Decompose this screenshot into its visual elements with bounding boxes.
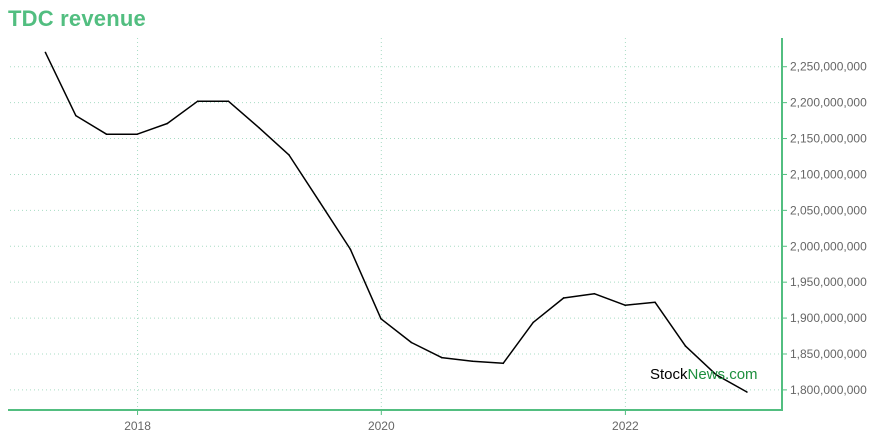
labels-layer: 1,800,000,000 1,850,000,000 1,900,000,000 1… <box>124 60 867 433</box>
y-tick-label: 2,200,000,000 <box>790 96 867 110</box>
revenue-point <box>684 345 687 347</box>
grid-layer <box>10 38 782 410</box>
revenue-line <box>44 52 748 393</box>
x-tick-label: 2022 <box>612 419 639 433</box>
x-tick-label: 2018 <box>124 419 151 433</box>
revenue-point <box>349 248 352 250</box>
y-tick-label: 2,000,000,000 <box>790 239 867 253</box>
watermark-news: News.com <box>688 366 758 383</box>
x-tick-label: 2020 <box>368 419 395 433</box>
y-tick-label: 1,900,000,000 <box>790 311 867 325</box>
series-layer <box>44 51 748 393</box>
revenue-point <box>258 126 260 129</box>
revenue-point <box>380 317 382 320</box>
revenue-point <box>288 154 290 156</box>
watermark-stock: Stock <box>650 366 688 383</box>
y-tick-label: 1,950,000,000 <box>790 275 867 289</box>
revenue-point <box>136 133 139 136</box>
y-tick-label: 2,050,000,000 <box>790 203 867 217</box>
watermark: StockNews.com <box>650 366 758 383</box>
revenue-point <box>624 304 626 306</box>
revenue-point <box>746 391 748 393</box>
revenue-point <box>74 114 77 117</box>
revenue-point <box>502 362 504 365</box>
revenue-point <box>440 356 443 359</box>
revenue-point <box>471 360 474 362</box>
revenue-point <box>532 321 535 324</box>
revenue-point <box>654 301 656 304</box>
y-tick-label: 1,850,000,000 <box>790 347 867 361</box>
revenue-point <box>166 122 169 125</box>
revenue-point <box>227 100 230 102</box>
revenue-point <box>562 297 565 299</box>
revenue-point <box>44 51 47 54</box>
revenue-point <box>715 374 718 376</box>
revenue-point <box>196 100 199 102</box>
revenue-point <box>105 133 108 136</box>
y-tick-label: 2,150,000,000 <box>790 132 867 146</box>
revenue-point <box>593 292 596 295</box>
y-tick-label: 2,250,000,000 <box>790 60 867 74</box>
revenue-point <box>318 200 321 203</box>
revenue-point <box>410 341 413 344</box>
axes-layer <box>8 38 787 415</box>
chart-title: TDC revenue <box>8 6 146 31</box>
y-tick-label: 1,800,000,000 <box>790 383 867 397</box>
y-tick-label: 2,100,000,000 <box>790 167 867 181</box>
